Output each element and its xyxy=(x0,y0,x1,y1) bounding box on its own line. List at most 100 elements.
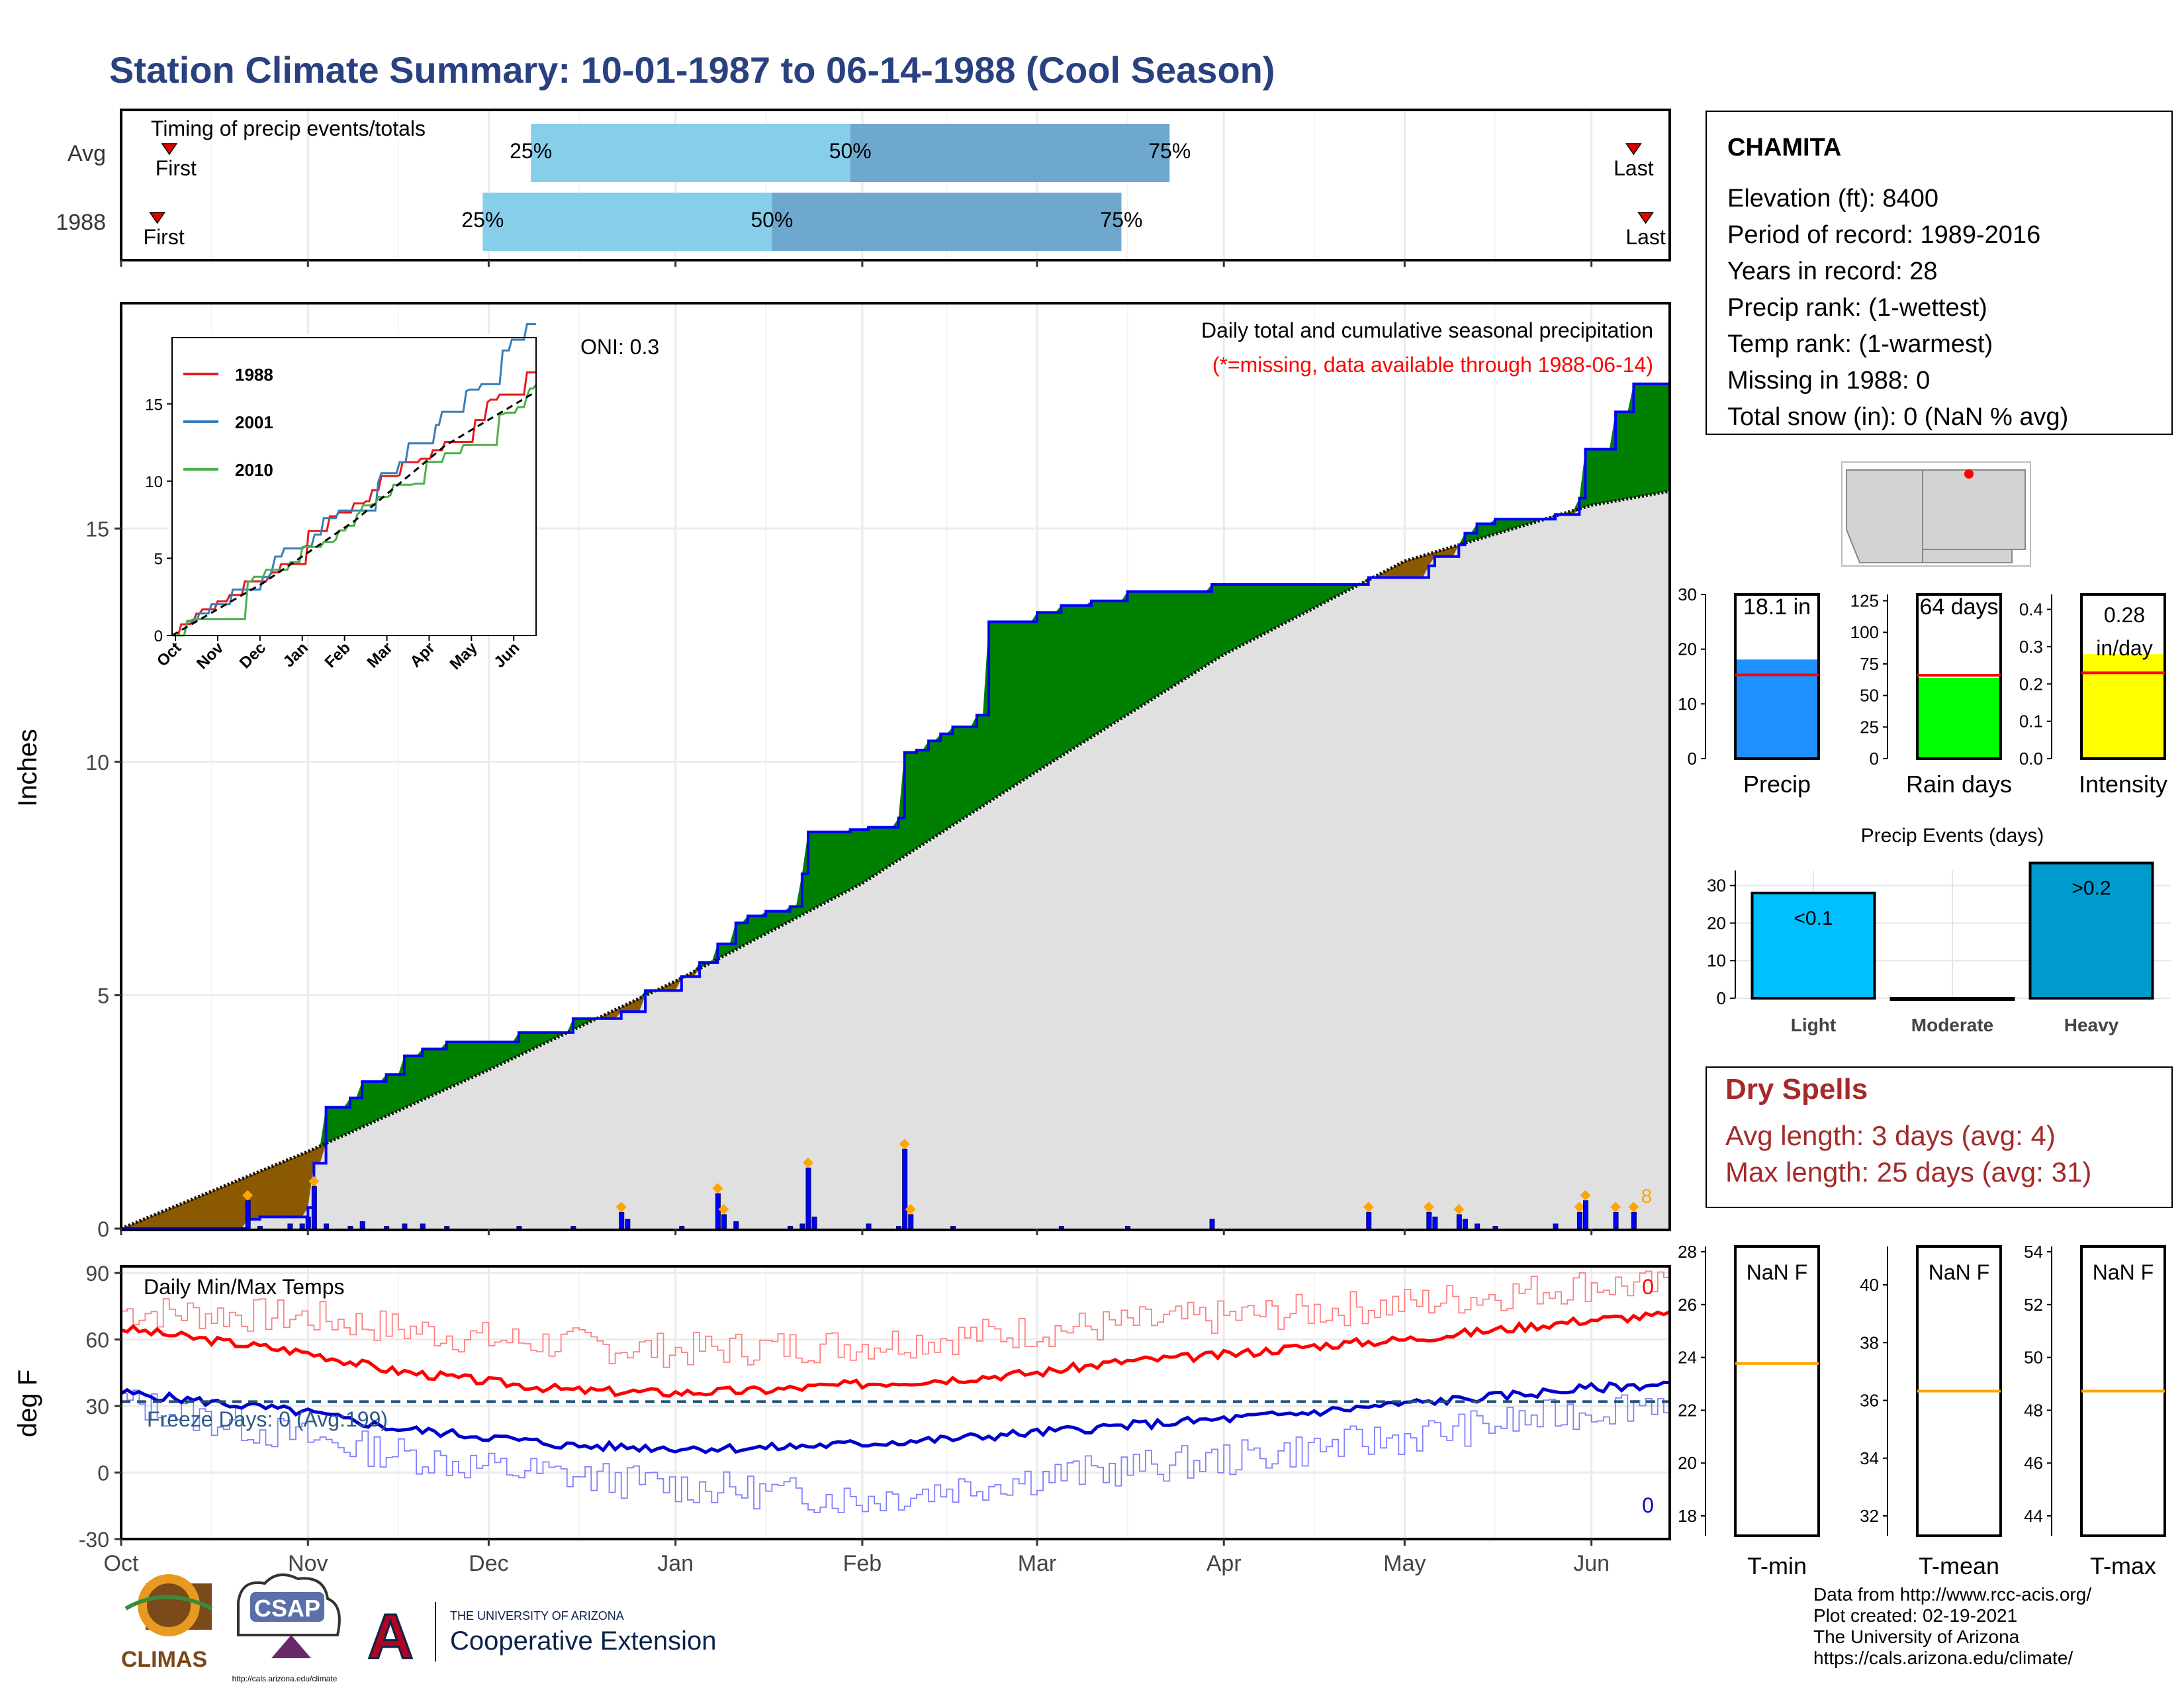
raindays-ytick-label-5: 125 xyxy=(1850,591,1879,611)
station-snow: Total snow (in): 0 (NaN % avg) xyxy=(1727,403,2068,431)
precip-bar-20 xyxy=(733,1221,739,1229)
credit-line-4: https://cals.arizona.edu/climate/ xyxy=(1813,1648,2073,1668)
precip-bar-42 xyxy=(1583,1200,1589,1229)
csap-logo: CSAP http://cals.arizona.edu/climate xyxy=(232,1573,341,1683)
legend-label-1988: 1988 xyxy=(235,365,273,385)
raindays-ytick-label-3: 75 xyxy=(1860,654,1879,674)
figure-title: Station Climate Summary: 10-01-1987 to 0… xyxy=(109,49,1275,91)
precip-bar-41 xyxy=(1576,1211,1582,1229)
summary-bar-charts: 0 10 20 30 0 25 50 75 100 125 0.0 0.1 0.2 0.3 0.4 18.1 … xyxy=(1678,585,2167,798)
credits: Data from http://www.rcc-acis.org/ Plot … xyxy=(1813,1584,2091,1668)
map-border-region xyxy=(1922,549,2013,563)
tmin-ytick-label-2: 22 xyxy=(1678,1400,1697,1420)
timing-avg-pct-label-1: 25% xyxy=(510,139,552,163)
precip-bar-5 xyxy=(311,1186,317,1229)
intensity-ytick-label-3: 0.3 xyxy=(2019,637,2043,657)
precip-frame xyxy=(120,302,1671,1231)
inset-xtick-label-8: Jun xyxy=(490,639,523,671)
events-title: Precip Events (days) xyxy=(1861,825,2044,847)
precip-bar-28 xyxy=(908,1214,914,1229)
precip-bar-12 xyxy=(444,1225,450,1229)
temp-summary-boxes: NaN F T-min 18 20 22 24 26 28 NaN F T-mean 32 34 36 3… xyxy=(1678,1242,2166,1579)
events-category-label-moderate: Moderate xyxy=(1911,1015,1993,1035)
raindays-value-bar xyxy=(1917,677,2001,759)
tmax-ytick-label-3: 50 xyxy=(2024,1348,2043,1368)
station-years: Years in record: 28 xyxy=(1727,258,1938,285)
timing-avg-bar-25-50 xyxy=(531,124,850,182)
precip-bar-34 xyxy=(1426,1211,1432,1229)
heavy-event-marker-5 xyxy=(308,1176,320,1187)
timing-year-pct-label-3: 75% xyxy=(1100,208,1142,232)
temp-ytick-label-4: -30 xyxy=(79,1528,109,1552)
intensity-bar-label: Intensity xyxy=(2079,771,2167,798)
average-max-temp-line xyxy=(120,1310,1670,1398)
raindays-ytick-label-4: 100 xyxy=(1850,622,1879,642)
tmax-value-label: NaN F xyxy=(2093,1260,2154,1284)
events-ytick-label-3: 30 xyxy=(1707,876,1726,896)
legend-label-2010: 2010 xyxy=(235,460,273,480)
tmax-ytick-label-0: 44 xyxy=(2024,1506,2043,1526)
events-bar-label-light: <0.1 xyxy=(1794,908,1833,929)
tmean-label: T-mean xyxy=(1919,1552,1999,1579)
station-period: Period of record: 1989-2016 xyxy=(1727,221,2040,249)
raindays-bar-label: Rain days xyxy=(1906,771,2012,798)
climas-arc-icon xyxy=(124,1595,213,1611)
climas-wordmark: CLIMAS xyxy=(121,1647,207,1672)
tmin-ytick-label-0: 18 xyxy=(1678,1506,1697,1526)
precip-bar-21 xyxy=(788,1225,794,1229)
temp-ytick-label-3: 0 xyxy=(97,1462,109,1485)
intensity-ytick-label-2: 0.2 xyxy=(2019,674,2043,694)
inset-series xyxy=(171,323,537,637)
observed-cumulative-line xyxy=(121,382,1670,1230)
precip-areas xyxy=(120,382,1670,1231)
month-tick-label-1: Nov xyxy=(288,1551,328,1576)
precip-bar-37 xyxy=(1462,1219,1468,1229)
dry-spells-max: Max length: 25 days (avg: 31) xyxy=(1725,1156,2091,1188)
timing-year-last-label: Last xyxy=(1625,225,1666,249)
heavy-count-label: 8 xyxy=(1641,1186,1653,1207)
temp-ytick-label-1: 60 xyxy=(85,1329,109,1352)
tmax-ytick-label-5: 54 xyxy=(2024,1242,2043,1262)
daily-max-envelope-line xyxy=(121,1270,1670,1368)
tmean-value-label: NaN F xyxy=(1929,1260,1989,1284)
inset-xtick-label-4: Feb xyxy=(322,639,354,671)
tmin-ytick-label-4: 26 xyxy=(1678,1295,1697,1315)
precip-bar-4 xyxy=(305,1216,311,1229)
precip-bar-24 xyxy=(811,1216,817,1229)
timing-row-avg-label: Avg xyxy=(68,141,106,166)
precip-value-label: 18.1 in xyxy=(1743,594,1811,620)
precip-bar-11 xyxy=(420,1223,426,1229)
precip-bar-38 xyxy=(1475,1223,1480,1229)
raindays-ytick-label-2: 50 xyxy=(1860,686,1879,706)
heavy-event-marker-34 xyxy=(1423,1201,1434,1213)
tmin-ytick-label-3: 24 xyxy=(1678,1348,1697,1368)
precip-bar-30 xyxy=(1058,1225,1064,1229)
credit-line-1: Data from http://www.rcc-acis.org/ xyxy=(1813,1584,2091,1605)
precip-bar-19 xyxy=(721,1214,727,1229)
timing-avg-pct-label-3: 75% xyxy=(1148,139,1191,163)
precip-bar-17 xyxy=(679,1225,685,1229)
timing-year-bar-25-50 xyxy=(482,193,772,251)
timing-year-last-marker-icon xyxy=(1637,212,1655,224)
precip-y-label: Inches xyxy=(13,729,42,807)
events-ytick-label-0: 0 xyxy=(1717,988,1726,1008)
timing-avg-first-marker-icon xyxy=(161,143,178,156)
timing-year-pct-label-2: 50% xyxy=(751,208,793,232)
map-arizona xyxy=(1846,469,1923,563)
csap-url: http://cals.arizona.edu/climate xyxy=(232,1674,338,1683)
month-tick-label-3: Jan xyxy=(657,1551,694,1576)
ua-logo: A THE UNIVERSITY OF ARIZONA Cooperative … xyxy=(367,1601,717,1673)
events-bar-light xyxy=(1751,892,1876,1000)
precip-bar-9 xyxy=(384,1225,390,1229)
inset-series-1988-line xyxy=(172,371,536,637)
intensity-unit-label: in/day xyxy=(2096,636,2152,660)
tmean-ytick-label-0: 32 xyxy=(1860,1506,1879,1526)
inset-ytick-label-1: 5 xyxy=(154,550,163,568)
intensity-ytick-label-0: 0.0 xyxy=(2019,749,2043,769)
inset-ytick-label-2: 10 xyxy=(145,473,163,491)
precip-bar-43 xyxy=(1613,1211,1619,1229)
precip-ytick-label-2: 20 xyxy=(1678,639,1697,659)
heavy-event-marker-42 xyxy=(1580,1190,1591,1201)
station-temp-rank: Temp rank: (1-warmest) xyxy=(1727,330,1993,358)
